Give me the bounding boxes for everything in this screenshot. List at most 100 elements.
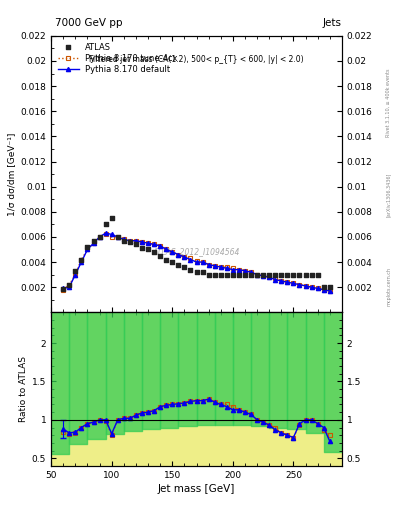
Pythia 8.170 tune-4cx <box>116 234 120 240</box>
ATLAS <box>181 263 187 271</box>
Pythia 8.170 default <box>85 246 90 252</box>
ATLAS <box>290 270 297 279</box>
Pythia 8.170 tune-4cx <box>279 278 284 284</box>
Pythia 8.170 tune-4cx <box>315 285 320 291</box>
ATLAS <box>90 237 97 245</box>
Pythia 8.170 tune-4cx <box>242 268 247 274</box>
ATLAS <box>284 270 290 279</box>
ATLAS <box>78 255 84 264</box>
ATLAS <box>303 270 309 279</box>
Pythia 8.170 tune-4cx <box>321 287 326 293</box>
ATLAS <box>127 238 133 246</box>
Pythia 8.170 default <box>267 274 272 280</box>
Pythia 8.170 default <box>303 283 308 289</box>
Pythia 8.170 default <box>273 276 277 283</box>
X-axis label: Jet mass [GeV]: Jet mass [GeV] <box>158 484 235 494</box>
ATLAS <box>224 270 230 279</box>
ATLAS <box>84 243 90 251</box>
Pythia 8.170 tune-4cx <box>127 238 132 244</box>
ATLAS <box>321 283 327 291</box>
ATLAS <box>115 233 121 241</box>
Pythia 8.170 tune-4cx <box>170 249 174 255</box>
Pythia 8.170 default <box>200 259 205 265</box>
Pythia 8.170 default <box>206 262 211 268</box>
Line: Pythia 8.170 default: Pythia 8.170 default <box>61 231 332 293</box>
ATLAS <box>296 270 303 279</box>
ATLAS <box>278 270 285 279</box>
ATLAS <box>145 245 151 253</box>
ATLAS <box>218 270 224 279</box>
ATLAS <box>211 270 218 279</box>
Pythia 8.170 default <box>291 281 296 287</box>
Pythia 8.170 tune-4cx <box>303 283 308 289</box>
Pythia 8.170 default <box>164 246 169 252</box>
Pythia 8.170 tune-4cx <box>164 246 169 252</box>
ATLAS <box>139 244 145 252</box>
Pythia 8.170 default <box>67 284 72 290</box>
Pythia 8.170 default <box>61 285 66 291</box>
Pythia 8.170 tune-4cx <box>206 262 211 268</box>
ATLAS <box>266 270 272 279</box>
Pythia 8.170 tune-4cx <box>79 257 84 263</box>
Pythia 8.170 tune-4cx <box>237 267 241 273</box>
Pythia 8.170 default <box>152 241 156 247</box>
Pythia 8.170 tune-4cx <box>134 238 138 244</box>
Pythia 8.170 tune-4cx <box>309 284 314 290</box>
Line: Pythia 8.170 tune-4cx: Pythia 8.170 tune-4cx <box>61 232 332 293</box>
Pythia 8.170 default <box>188 257 193 263</box>
Pythia 8.170 tune-4cx <box>249 269 253 275</box>
Pythia 8.170 tune-4cx <box>182 254 187 260</box>
Pythia 8.170 default <box>97 234 102 240</box>
Pythia 8.170 default <box>79 259 84 265</box>
ATLAS <box>248 270 254 279</box>
ATLAS <box>103 220 109 228</box>
ATLAS <box>242 270 248 279</box>
Text: [arXiv:1306.3436]: [arXiv:1306.3436] <box>386 173 391 217</box>
Pythia 8.170 tune-4cx <box>152 241 156 247</box>
Pythia 8.170 default <box>219 264 223 270</box>
Pythia 8.170 default <box>134 238 138 244</box>
Pythia 8.170 tune-4cx <box>212 263 217 269</box>
ATLAS <box>163 255 169 264</box>
Pythia 8.170 default <box>91 240 96 246</box>
Pythia 8.170 default <box>242 268 247 274</box>
ATLAS <box>230 270 236 279</box>
Text: Rivet 3.1.10, ≥ 400k events: Rivet 3.1.10, ≥ 400k events <box>386 68 391 137</box>
Pythia 8.170 tune-4cx <box>140 239 144 245</box>
Pythia 8.170 tune-4cx <box>109 234 114 240</box>
Pythia 8.170 default <box>224 265 229 271</box>
ATLAS <box>72 267 79 275</box>
Pythia 8.170 default <box>249 269 253 275</box>
ATLAS <box>96 233 103 241</box>
Pythia 8.170 tune-4cx <box>61 287 66 293</box>
ATLAS <box>193 268 200 276</box>
Pythia 8.170 default <box>261 273 266 279</box>
Pythia 8.170 tune-4cx <box>255 271 259 278</box>
Pythia 8.170 default <box>121 237 126 243</box>
Pythia 8.170 tune-4cx <box>176 251 181 258</box>
ATLAS <box>260 270 266 279</box>
Pythia 8.170 tune-4cx <box>219 264 223 270</box>
Pythia 8.170 default <box>297 282 302 288</box>
ATLAS <box>236 270 242 279</box>
Pythia 8.170 tune-4cx <box>291 281 296 287</box>
Pythia 8.170 default <box>176 251 181 258</box>
Pythia 8.170 tune-4cx <box>67 282 72 288</box>
Pythia 8.170 tune-4cx <box>327 288 332 294</box>
Pythia 8.170 default <box>237 267 241 273</box>
Pythia 8.170 default <box>285 279 290 285</box>
ATLAS <box>133 240 139 248</box>
Legend: ATLAS, Pythia 8.170 tune-4cx, Pythia 8.170 default: ATLAS, Pythia 8.170 tune-4cx, Pythia 8.1… <box>55 40 180 76</box>
Pythia 8.170 default <box>182 254 187 260</box>
ATLAS <box>151 248 157 256</box>
Pythia 8.170 default <box>127 238 132 244</box>
ATLAS <box>187 266 194 274</box>
ATLAS <box>121 237 127 245</box>
ATLAS <box>66 281 72 289</box>
Y-axis label: Ratio to ATLAS: Ratio to ATLAS <box>19 356 28 422</box>
ATLAS <box>175 261 182 269</box>
Y-axis label: 1/σ dσ/dm [GeV⁻¹]: 1/σ dσ/dm [GeV⁻¹] <box>7 133 16 216</box>
Pythia 8.170 tune-4cx <box>285 279 290 285</box>
Pythia 8.170 tune-4cx <box>273 275 277 282</box>
Pythia 8.170 tune-4cx <box>261 273 266 279</box>
